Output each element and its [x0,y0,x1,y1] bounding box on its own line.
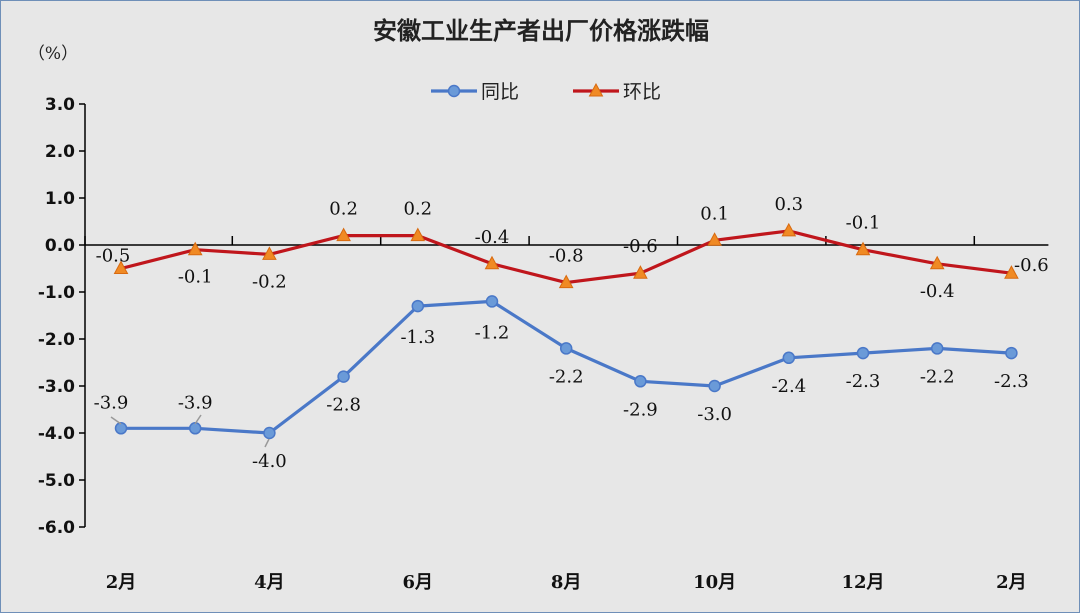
data-point-mom [855,241,871,256]
data-labels: -3.9 -3.9 -4.0 -2.8 -1.3 -1.2 -2.2 -2.9 -3.0 -2.4… [94,194,1049,472]
x-tick-label: 6月 [403,572,434,593]
series-layer [113,222,1019,440]
data-point-yoy [188,422,202,435]
data-point-yoy [411,299,425,313]
legend-marker-yoy [447,84,461,98]
data-point-yoy [1005,346,1018,360]
x-tick-label: 8月 [551,572,582,593]
leader-line [194,414,202,425]
leader-line [110,416,122,425]
data-point-yoy [263,426,276,440]
data-point-yoy [114,422,128,435]
data-point-yoy [485,295,499,308]
data-point-mom [336,227,351,242]
x-tick-label: 10月 [693,572,736,593]
data-point-mom [187,241,203,256]
data-point-yoy [337,370,350,383]
y-tick-label: -3.0 [38,377,75,397]
data-point-mom [484,255,500,270]
data-label-mom: 0.2 [329,199,358,220]
legend: 同比 环比 [431,81,661,103]
y-tick-label: 2.0 [45,142,75,162]
data-label-mom: -0.1 [178,267,213,288]
data-label-mom: 0.2 [403,199,432,220]
data-label-yoy: -2.2 [920,366,955,387]
data-label-yoy: -3.9 [178,392,213,413]
y-tick-label: -1.0 [38,283,75,303]
legend-label-yoy: 同比 [481,81,519,103]
y-unit-label: （%） [28,44,78,64]
y-tick-label: -6.0 [38,518,75,538]
legend-marker-mom [588,82,604,97]
y-tick-label: 1.0 [45,189,75,209]
axes: 3.0 2.0 1.0 0.0 -1.0 -2.0 -3.0 -4.0 -5.0 -6.0 2月 4月… [38,95,1049,593]
data-label-mom: -0.6 [1014,255,1049,276]
y-tick-label: -2.0 [38,330,75,350]
data-label-yoy: -3.9 [94,392,129,413]
data-point-yoy [708,379,721,393]
x-tick-label: 12月 [841,572,884,593]
data-label-yoy: -2.2 [549,366,584,387]
data-label-mom: 0.3 [774,194,803,215]
data-label-yoy: -2.3 [994,371,1029,392]
y-tick-label: 0.0 [45,236,75,256]
data-label-yoy: -2.4 [771,376,806,397]
data-label-mom: -0.1 [846,213,881,234]
data-point-yoy [856,346,870,360]
data-point-yoy [782,351,796,365]
data-label-mom: -0.8 [549,246,584,267]
legend-label-mom: 环比 [623,81,661,103]
data-label-mom: -0.4 [920,281,955,302]
data-label-yoy: -2.9 [623,399,658,420]
data-point-yoy [634,375,647,388]
data-label-mom: -0.4 [475,227,510,248]
x-tick-label: 2月 [106,572,137,593]
x-tick-label: 4月 [254,572,285,593]
data-point-yoy [559,342,573,355]
data-label-mom: -0.6 [623,236,658,257]
data-label-mom: -0.5 [96,246,131,267]
data-label-yoy: -4.0 [252,451,287,472]
data-point-mom [707,232,722,246]
y-tick-label: -4.0 [38,424,75,444]
data-label-mom: -0.2 [252,271,287,292]
data-label-yoy: -2.8 [326,395,361,416]
y-tick-label: -5.0 [38,471,75,491]
data-point-mom [1004,265,1019,279]
data-label-yoy: -3.0 [697,404,732,425]
data-point-mom [929,255,945,270]
data-label-yoy: -1.2 [475,322,510,343]
data-point-mom [113,260,129,274]
data-label-yoy: -1.3 [400,327,435,348]
data-point-mom [558,274,574,289]
data-point-mom [262,246,277,260]
data-label-mom: 0.1 [700,203,729,224]
x-tick-label: 2月 [996,572,1027,593]
leader-line [264,438,270,448]
data-point-mom [410,227,426,242]
y-tick-label: 3.0 [45,95,75,115]
data-label-yoy: -2.3 [846,371,881,392]
chart-title: 安徽工业生产者出厂价格涨跌幅 [373,17,709,45]
data-point-yoy [930,342,944,355]
data-point-mom [781,222,797,237]
data-point-mom [633,265,648,279]
